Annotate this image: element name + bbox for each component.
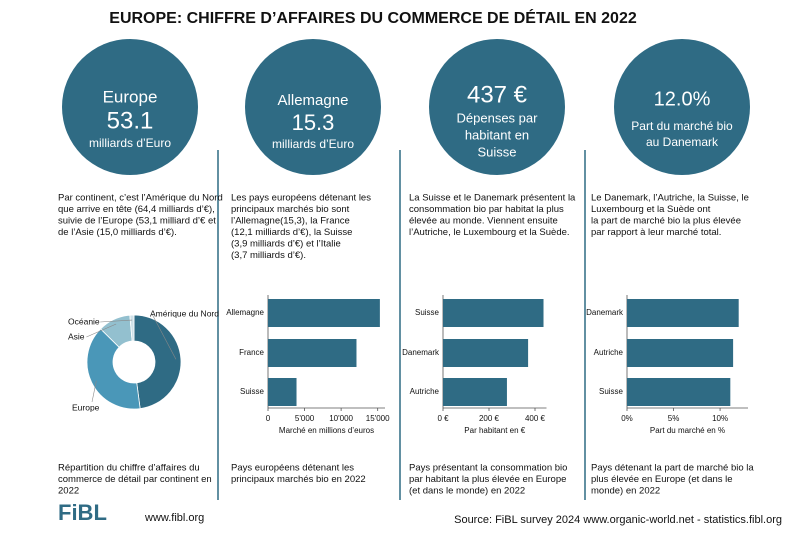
category-label: Suisse [415,308,440,317]
panel-circle [62,39,198,175]
x-axis-label: Par habitant en € [464,426,525,435]
circle-text: 12.0% [654,88,711,110]
circle-text: 53.1 [107,107,154,134]
circle-text: Suisse [477,144,516,159]
x-tick-label: 15'000 [366,414,390,423]
caption: plus élevée en Europe (et dans le [591,474,733,485]
category-label: Danemark [586,308,624,317]
description: consommation bio par habitat la plus [409,204,564,215]
description: suivie de l’Europe (53,1 milliard d’€ et [58,216,216,227]
bar [443,339,529,367]
description: La Suisse et le Danemark présentent la [409,193,576,204]
description: de l’Asie (15,0 milliards d’€). [58,227,177,238]
circle-text: habitant en [465,127,529,142]
description: (12,1 milliards d’€), la Suisse [231,227,352,238]
caption: (et dans le monde) en 2022 [409,486,525,497]
circle-text: Allemagne [278,92,349,109]
x-axis-label: Marché en millions d’euros [279,426,374,435]
bar [268,339,357,367]
bar [443,299,544,327]
bar [627,378,731,406]
description: Par continent, c’est l’Amérique du Nord [58,193,223,204]
circle-text: au Danemark [646,135,719,149]
caption: Pays présentant la consommation bio [409,463,567,474]
caption: Répartition du chiffre d’affaires du [58,463,200,474]
caption: par habitant la plus élevée en Europe [409,474,566,485]
category-label: Suisse [599,387,624,396]
description: l’Autriche, le Luxembourg et la Suède. [409,227,570,238]
description: Luxembourg et la Suède ont [591,204,711,215]
panel-circle [429,39,565,175]
url: www.fibl.org [144,512,204,524]
title: EUROPE: CHIFFRE D’AFFAIRES DU COMMERCE D… [109,8,637,27]
caption: Pays européens détenant les [231,463,354,474]
description: par rapport à leur marché total. [591,227,721,238]
x-tick-label: 0 € [437,414,449,423]
caption: 2022 [58,486,79,497]
leader-line [91,380,97,403]
x-axis-label: Part du marché en % [650,426,725,435]
x-tick-label: 10'000 [329,414,353,423]
x-tick-label: 400 € [525,414,546,423]
x-tick-label: 5% [668,414,680,423]
leader-line [151,313,177,360]
description: élevée au monde. Viennent ensuite [409,216,558,227]
panel-circle [245,39,381,175]
source: Source: FiBL survey 2024 www.organic-wor… [454,514,782,526]
bar [443,378,507,406]
category-label: France [239,348,264,357]
pie-slice [86,328,141,410]
category-label: Danemark [402,348,440,357]
category-label: Autriche [594,348,624,357]
caption: commerce de détail par continent en [58,474,212,485]
description: (3,9 milliards d’€) et l’Italie [231,239,341,250]
description: Le Danemark, l’Autriche, la Suisse, le [591,193,749,204]
x-tick-label: 200 € [479,414,500,423]
circle-text: milliards d’Euro [89,136,171,150]
x-tick-label: 0 [266,414,271,423]
slice-label: Europe [72,402,100,412]
description: principaux marchés bio sont [231,204,350,215]
circle-text: 437 € [467,81,528,108]
caption: Pays détenant la part de marché bio la [591,463,754,474]
x-tick-label: 5'000 [295,414,315,423]
description: Les pays européens détenant les [231,193,371,204]
circle-text: milliards d’Euro [272,137,354,151]
slice-label: Amérique du Nord [150,308,219,318]
pie-slice [129,314,135,342]
slice-label: Asie [68,331,85,341]
description: (3,7 milliards d’€). [231,250,306,261]
x-tick-label: 10% [712,414,728,423]
description: la part de marché bio la plus élevée [591,216,741,227]
circle-text: Dépenses par [457,110,539,125]
category-label: Allemagne [226,308,264,317]
leader-line [86,323,117,338]
category-label: Autriche [410,387,440,396]
bar [268,378,297,406]
circle-text: 15.3 [292,110,335,135]
bar [627,299,739,327]
description: que arrive en tête (64,4 milliards d’€), [58,204,215,215]
panel-circle [614,39,750,175]
bar [268,299,380,327]
caption: monde) en 2022 [591,486,660,497]
pie-slice [133,314,182,410]
leader-line [100,319,133,323]
circle-text: Europe [103,87,158,106]
slice-label: Océanie [68,316,100,326]
logo: FiBL [58,500,107,525]
bar [627,339,734,367]
x-tick-label: 0% [621,414,633,423]
circle-text: Part du marché bio [631,119,733,133]
description: l’Allemagne(15,3), la France [231,216,350,227]
category-label: Suisse [240,387,265,396]
caption: principaux marchés bio en 2022 [231,474,366,485]
